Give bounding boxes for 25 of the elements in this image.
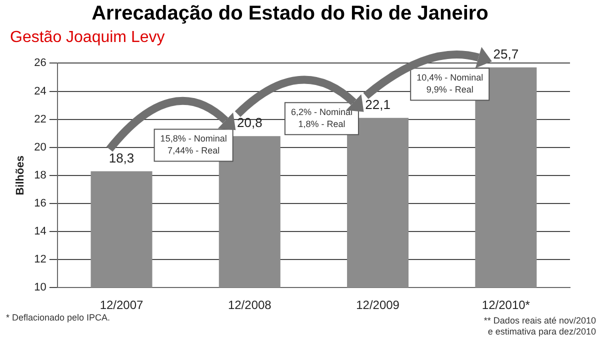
data-label: 18,3 — [108, 150, 134, 166]
annotation: 10,4% - Nominal 9,9% - Real — [416, 72, 484, 95]
y-tick-label: 20 — [34, 141, 46, 154]
x-tick-label: 12/2007 — [100, 298, 144, 312]
chart-title: Arrecadação do Estado do Rio de Janeiro — [92, 2, 488, 25]
y-tick-label: 14 — [34, 226, 46, 238]
x-tick-label: 12/2008 — [228, 298, 272, 312]
y-tick-label: 16 — [34, 197, 46, 210]
x-tick-label: 12/2010* — [482, 298, 530, 312]
y-tick-label: 22 — [34, 113, 46, 126]
y-axis-title: Bilhões — [14, 156, 27, 196]
y-tick-label: 12 — [34, 254, 46, 266]
text: ** Dados reais até nov/2010 e estimativa para dez/2010 — [484, 315, 596, 336]
y-tick-label: 18 — [34, 169, 46, 182]
data-label: 25,7 — [493, 46, 519, 62]
annotation: 15,8% - Nominal 7,44% - Real — [160, 134, 227, 156]
data-label: 20,8 — [236, 115, 262, 130]
annotation: 6,2% - Nominal 1,8% - Real — [290, 107, 352, 130]
x-tick-label: 12/2009 — [356, 298, 400, 312]
chart-subtitle: Gestão Joaquim Levy — [10, 29, 165, 46]
y-tick-label: 10 — [34, 282, 46, 294]
text: * Deflacionado pelo IPCA. — [6, 312, 110, 322]
y-tick-label: 26 — [34, 57, 46, 70]
y-tick-label: 24 — [34, 85, 46, 98]
data-label: 22,1 — [365, 96, 390, 112]
